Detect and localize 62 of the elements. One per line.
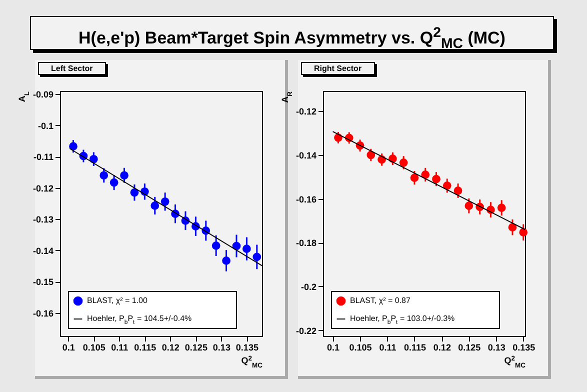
x-tick-label: 0.13 [488, 342, 506, 352]
y-tick-label: -0.14 [32, 246, 54, 256]
point [410, 174, 419, 182]
x-tick-label: 0.12 [433, 342, 451, 352]
legend-label: BLAST, χ² = 0.87 [350, 296, 412, 305]
x-tick-label: 0.12 [162, 342, 180, 352]
y-tick-label: -0.2 [300, 282, 316, 292]
point [232, 242, 241, 250]
point [252, 252, 262, 262]
x-tick-label: 0.105 [349, 342, 372, 352]
y-tick-label: -0.12 [32, 183, 54, 194]
chart-title: H(e,e'p) Beam*Target Spin Asymmetry vs. Q$^{2}$$_{MC}$ (MC) [30, 16, 554, 52]
y-tick-label: -0.15 [32, 277, 54, 288]
y-tick-label: -0.16 [32, 308, 54, 318]
point [519, 228, 528, 237]
x-tick-label: 0.135 [236, 342, 258, 352]
legend-label: Hoehler, P$_{b}$P$_{t}$ = 103.0+/-0.3% [350, 314, 455, 326]
point [366, 150, 376, 160]
y-tick-label: -0.16 [296, 194, 316, 204]
point [69, 142, 78, 150]
y-tick-label: -0.18 [296, 238, 316, 248]
point [497, 204, 506, 212]
point [150, 202, 160, 210]
point [508, 223, 517, 232]
point [242, 244, 251, 253]
y-tick-label: -0.1 [38, 120, 54, 131]
legend-label: Hoehler, P$_{b}$P$_{t}$ = 104.5+/-0.4% [87, 314, 192, 326]
point [130, 188, 139, 197]
point [421, 170, 430, 179]
y-tick-label: -0.11 [33, 152, 54, 162]
x-tick-label: 0.1 [62, 342, 75, 352]
point [442, 181, 452, 190]
point [100, 171, 108, 180]
y-tick-label: -0.14 [296, 150, 316, 160]
x-tick-label: 0.115 [134, 342, 156, 352]
chart-subtitle: Right Sector [301, 62, 375, 75]
point [89, 154, 98, 164]
legend-label: BLAST, χ² = 1.00 [87, 296, 148, 305]
x-tick-label: 0.11 [379, 342, 396, 352]
x-tick-label: 0.13 [212, 342, 230, 352]
y-tick-label: -0.22 [296, 326, 316, 336]
x-tick-label: 0.135 [512, 342, 536, 352]
x-tick-label: 0.115 [404, 342, 426, 352]
point [222, 256, 230, 265]
y-tick-label: -0.13 [32, 214, 54, 225]
point [212, 242, 220, 250]
y-tick-label: -0.12 [296, 106, 316, 117]
point [388, 154, 397, 163]
x-tick-label: 0.105 [82, 342, 106, 352]
point [399, 158, 408, 167]
point [454, 186, 462, 195]
x-tick-label: 0.125 [458, 342, 481, 352]
point [110, 178, 118, 187]
point [120, 171, 128, 180]
x-tick-label: 0.11 [111, 342, 128, 352]
x-tick-label: 0.125 [184, 342, 208, 352]
point [464, 202, 474, 210]
y-tick-label: -0.09 [32, 90, 54, 100]
x-tick-label: 0.1 [327, 342, 340, 352]
point [432, 174, 440, 184]
chart-subtitle: Left Sector [38, 62, 106, 75]
point [160, 197, 170, 206]
